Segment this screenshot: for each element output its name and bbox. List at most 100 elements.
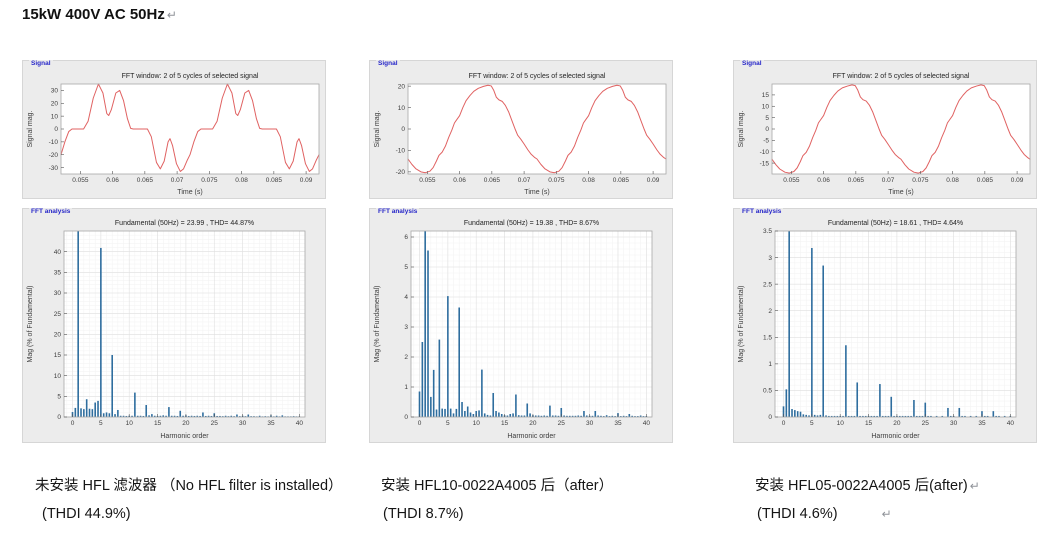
svg-text:0.07: 0.07 [882,177,895,184]
svg-text:15: 15 [762,92,770,99]
caption-1-line-2: (THDI 44.9%) [42,506,133,522]
svg-text:Time (s): Time (s) [524,189,549,196]
svg-text:0.075: 0.075 [548,177,565,184]
svg-text:35: 35 [54,270,62,277]
doc-title-text: 15kW 400V AC 50Hz [22,6,165,23]
svg-text:0.06: 0.06 [453,177,466,184]
svg-text:0.08: 0.08 [946,177,959,184]
svg-text:30: 30 [586,420,594,427]
fft-figure-3[interactable]: FFT analysis 0 5 10 15 20 25 30 35 40 0 0.5 1 1.5 2 2.… [733,208,1037,443]
svg-text:0: 0 [782,420,786,427]
svg-text:-5: -5 [763,138,769,145]
svg-text:FFT window: 2 of 5 cycles of s: FFT window: 2 of 5 cycles of selected si… [833,73,970,80]
panel-label-fft-3: FFT analysis [740,208,784,216]
caption-3-text: 安装 HFL05-0022A4005 后(after) [755,478,968,494]
panel-label-fft-1: FFT analysis [29,208,73,216]
svg-text:0.065: 0.065 [137,177,154,184]
svg-text:0: 0 [54,126,58,133]
svg-text:0.065: 0.065 [848,177,865,184]
svg-text:0.055: 0.055 [72,177,89,184]
fft-figure-1[interactable]: FFT analysis 0 5 10 15 20 25 30 35 40 0 5 10 15 20 25 3… [22,208,326,443]
svg-text:0.07: 0.07 [171,177,184,184]
svg-text:1: 1 [768,361,772,368]
svg-text:15: 15 [154,420,162,427]
svg-text:Mag (% of Fundamental): Mag (% of Fundamental) [27,285,34,362]
signal-figure-3[interactable]: Signal 0.055 0.06 0.065 0.07 0.075 0.08 0.085 0… [733,60,1037,199]
svg-text:0: 0 [768,414,772,421]
caption-2-line-1: 安装 HFL10-0022A4005 后（after） [381,474,615,495]
svg-text:0.09: 0.09 [647,177,660,184]
svg-text:5: 5 [99,420,103,427]
svg-text:35: 35 [978,420,986,427]
svg-text:-10: -10 [760,149,770,156]
svg-text:Harmonic order: Harmonic order [871,433,920,440]
svg-text:0.08: 0.08 [582,177,595,184]
signal1-svg: 0.055 0.06 0.065 0.07 0.075 0.08 0.085 0.09 -30 -… [27,73,320,196]
svg-text:1.5: 1.5 [763,334,772,341]
caption-2-text: 安装 HFL10-0022A4005 后（after） [381,478,614,494]
paragraph-mark: ↵ [166,8,177,22]
signal-chart-3: 0.055 0.06 0.065 0.07 0.075 0.08 0.085 0.09 -15 -… [734,61,1036,198]
paragraph-mark: ↵ [969,479,980,493]
svg-text:5: 5 [765,115,769,122]
svg-text:1: 1 [404,384,408,391]
svg-text:25: 25 [922,420,930,427]
panel-label-signal-3: Signal [740,60,764,68]
caption-1-text: 未安装 HFL 滤波器 （No HFL filter is installed） [35,478,343,494]
svg-text:0: 0 [765,126,769,133]
svg-text:2: 2 [768,308,772,315]
svg-text:40: 40 [296,420,304,427]
signal3-svg: 0.055 0.06 0.065 0.07 0.075 0.08 0.085 0.09 -15 -… [738,73,1031,196]
svg-text:20: 20 [398,83,406,90]
svg-text:25: 25 [558,420,566,427]
svg-text:3: 3 [768,255,772,262]
svg-text:6: 6 [404,234,408,241]
svg-text:Harmonic order: Harmonic order [160,433,209,440]
svg-text:0: 0 [71,420,75,427]
svg-text:FFT window: 2 of 5 cycles of s: FFT window: 2 of 5 cycles of selected si… [122,73,259,80]
signal-chart-1: 0.055 0.06 0.065 0.07 0.075 0.08 0.085 0.09 -30 -… [23,61,325,198]
panel-label-fft-2: FFT analysis [376,208,420,216]
fft2-svg: 0 5 10 15 20 25 30 35 40 0 1 2 3 4 5 6 Fundamental (50Hz… [374,220,653,440]
signal-figure-1[interactable]: Signal 0.055 0.06 0.065 0.07 0.075 0.08 0.085 0… [22,60,326,199]
svg-text:0.08: 0.08 [235,177,248,184]
svg-text:25: 25 [54,311,62,318]
svg-text:0.085: 0.085 [977,177,994,184]
svg-text:Time (s): Time (s) [888,189,913,196]
svg-text:0.085: 0.085 [613,177,630,184]
svg-text:Signal mag.: Signal mag. [738,110,745,147]
svg-text:2.5: 2.5 [763,281,772,288]
svg-text:Time (s): Time (s) [177,189,202,196]
fft-figure-2[interactable]: FFT analysis 0 5 10 15 20 25 30 35 40 0 1 2 3 4 5 6 Fund… [369,208,673,443]
svg-text:20: 20 [54,332,62,339]
svg-text:0.06: 0.06 [106,177,119,184]
svg-text:30: 30 [950,420,958,427]
fft-chart-3: 0 5 10 15 20 25 30 35 40 0 0.5 1 1.5 2 2.5 3 3.5 Fundamen… [734,209,1036,442]
svg-text:-30: -30 [49,165,59,172]
svg-text:Mag (% of Fundamental): Mag (% of Fundamental) [374,285,381,362]
caption-2-line-2: (THDI 8.7%) [383,506,466,522]
svg-text:-10: -10 [49,139,59,146]
svg-text:-20: -20 [396,169,406,176]
svg-text:0: 0 [404,414,408,421]
svg-text:0.5: 0.5 [763,388,772,395]
svg-text:0.055: 0.055 [783,177,800,184]
svg-text:35: 35 [267,420,275,427]
svg-text:5: 5 [810,420,814,427]
svg-text:0.075: 0.075 [912,177,929,184]
svg-text:5: 5 [446,420,450,427]
svg-text:15: 15 [501,420,509,427]
svg-text:0.09: 0.09 [300,177,313,184]
caption-3-line-1: 安装 HFL05-0022A4005 后(after) ↵ [755,474,980,495]
svg-text:10: 10 [762,103,770,110]
svg-text:20: 20 [51,100,59,107]
svg-text:Harmonic order: Harmonic order [507,433,556,440]
svg-text:0: 0 [57,414,61,421]
svg-text:30: 30 [51,88,59,95]
svg-text:30: 30 [239,420,247,427]
panel-label-signal-1: Signal [29,60,53,68]
caption-2-thdi: (THDI 8.7%) [383,506,464,522]
signal-figure-2[interactable]: Signal 0.055 0.06 0.065 0.07 0.075 0.08 0.085 0… [369,60,673,199]
svg-text:FFT window: 2 of 5 cycles of s: FFT window: 2 of 5 cycles of selected si… [469,73,606,80]
